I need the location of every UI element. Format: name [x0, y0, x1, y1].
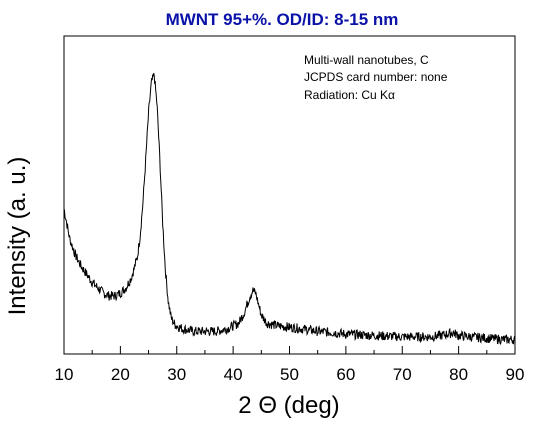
annotation-line-2: JCPDS card number: none: [304, 70, 448, 84]
x-tick-label: 30: [167, 365, 186, 384]
y-axis-title: Intensity (a. u.): [4, 157, 31, 316]
annotation-line-1: Multi-wall nanotubes, C: [304, 53, 429, 67]
x-tick-label: 70: [393, 365, 412, 384]
annotation-line-3: Radiation: Cu Kα: [304, 88, 395, 102]
x-tick-label: 90: [506, 365, 525, 384]
x-tick-label: 40: [224, 365, 243, 384]
x-tick-label: 60: [336, 365, 355, 384]
x-tick-label: 80: [449, 365, 468, 384]
chart-title: MWNT 95+%. OD/ID: 8-15 nm: [166, 10, 399, 29]
x-tick-label: 20: [111, 365, 130, 384]
x-tick-label: 50: [280, 365, 299, 384]
x-axis-title: 2 Θ (deg): [238, 392, 339, 419]
x-axis-ticks: [63, 346, 516, 354]
series-line: [63, 72, 516, 346]
x-tick-label: 10: [55, 365, 74, 384]
x-axis-tick-labels: 10 20 30 40 50 60 70 80 90: [55, 365, 525, 384]
